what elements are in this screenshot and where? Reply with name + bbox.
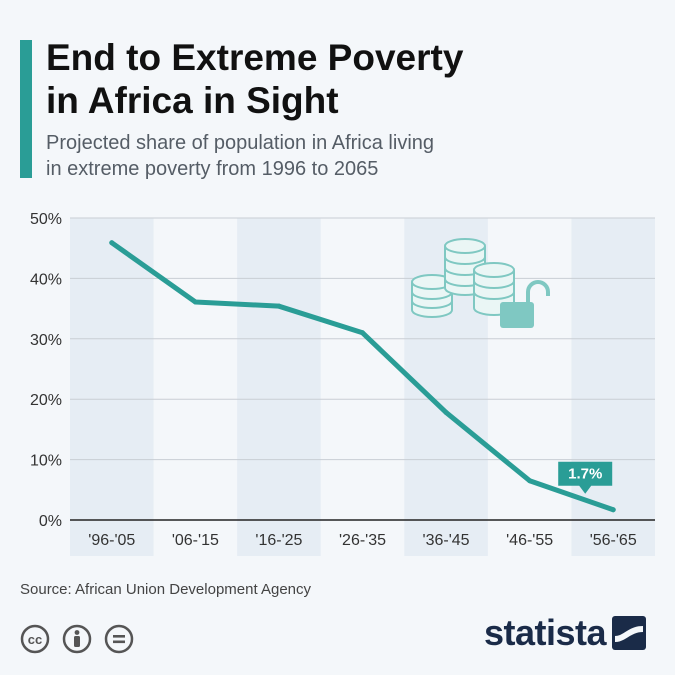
- data-point: [527, 478, 533, 484]
- x-tick-label: '26-'35: [339, 532, 386, 549]
- y-tick-label: 50%: [30, 211, 62, 228]
- data-point: [610, 507, 616, 513]
- data-point: [109, 240, 115, 246]
- data-point: [443, 409, 449, 415]
- source-note: Source: African Union Development Agency: [20, 581, 311, 598]
- data-point: [276, 303, 282, 309]
- data-point: [360, 330, 365, 336]
- data-point: [192, 299, 198, 305]
- attribution-icon[interactable]: [62, 624, 92, 654]
- chart-title: End to Extreme Poverty in Africa in Sigh…: [46, 37, 464, 121]
- creative-commons-icon[interactable]: cc: [20, 624, 50, 654]
- svg-text:cc: cc: [28, 632, 42, 647]
- category-band: [70, 218, 154, 556]
- x-tick-label: '46-'55: [506, 532, 553, 549]
- x-tick-label: '56-'65: [590, 532, 637, 549]
- category-band: [237, 218, 321, 556]
- x-tick-label: '16-'25: [255, 532, 302, 549]
- brand-logo[interactable]: statista: [484, 612, 647, 654]
- no-derivatives-icon[interactable]: [104, 624, 134, 654]
- brand-name: statista: [484, 612, 607, 653]
- y-tick-label: 40%: [30, 271, 62, 288]
- coins-and-padlock-icon: [411, 238, 550, 328]
- y-tick-label: 0%: [39, 513, 62, 530]
- y-tick-label: 20%: [30, 392, 62, 409]
- y-tick-label: 10%: [30, 453, 62, 470]
- y-tick-label: 30%: [30, 332, 62, 349]
- last-value-callout: 1.7%: [558, 461, 613, 494]
- statista-logo-icon: [612, 616, 647, 650]
- category-band: [571, 218, 655, 556]
- x-tick-label: '96-'05: [88, 532, 135, 549]
- title-accent-bar: [20, 40, 32, 178]
- chart-subtitle: Projected share of population in Africa …: [46, 132, 435, 180]
- x-tick-label: '36-'45: [423, 532, 470, 549]
- x-tick-label: '06-'15: [172, 532, 219, 549]
- last-value-label: 1.7%: [568, 466, 602, 483]
